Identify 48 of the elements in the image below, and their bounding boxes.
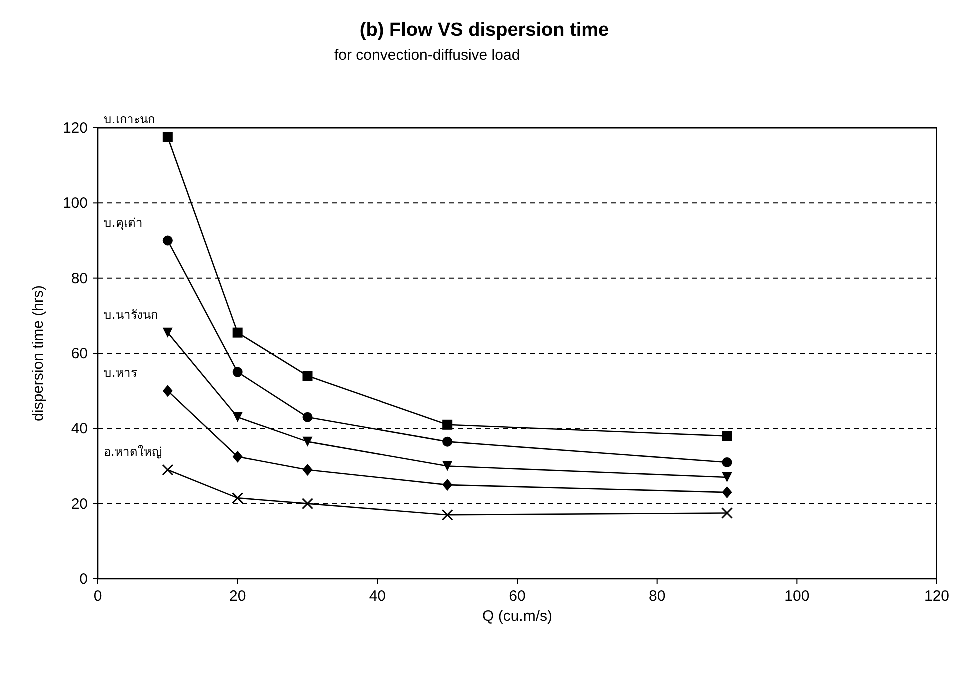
y-tick-label: 120: [62, 120, 88, 137]
point: [232, 492, 244, 504]
y-tick-label: 40: [71, 420, 88, 438]
point: [162, 385, 173, 398]
y-tick-label: 80: [71, 270, 88, 288]
y-tick-label: 0: [80, 571, 88, 588]
point: [232, 412, 243, 422]
point: [722, 507, 733, 519]
series-label: อ.หาดใหญ่: [104, 445, 162, 460]
point: [162, 464, 174, 476]
chart-subtitle: for convection-diffusive load: [334, 47, 520, 64]
series-label: บ.เกาะนก: [104, 112, 155, 126]
x-tick-label: 120: [924, 588, 950, 605]
chart-title: (b) Flow VS dispersion time: [360, 20, 610, 41]
point: [722, 486, 732, 499]
point: [442, 479, 453, 492]
series-label: บ.คุเต่า: [104, 216, 143, 231]
point: [302, 498, 314, 510]
point: [442, 509, 454, 521]
x-tick-label: 60: [509, 588, 526, 605]
point: [722, 457, 732, 468]
x-tick-label: 0: [94, 588, 102, 605]
y-axis-title: dispersion time (hrs): [30, 286, 47, 422]
point: [232, 328, 243, 338]
text: บ.หาร: [104, 366, 138, 380]
x-tick-label: 40: [369, 588, 386, 605]
x-axis-title: Q (cu.m/s): [482, 608, 552, 625]
x-tick-label: 80: [648, 588, 666, 605]
point: [162, 328, 173, 338]
point: [722, 431, 732, 442]
y-tick-label: 20: [71, 496, 88, 513]
point: [302, 412, 313, 422]
point: [442, 420, 453, 430]
point: [302, 436, 313, 447]
point: [232, 450, 243, 463]
point: [302, 464, 313, 476]
x-tick-label: 20: [229, 588, 246, 605]
point: [442, 461, 453, 472]
x-tick-label: 100: [784, 588, 810, 605]
point: [162, 132, 173, 142]
point: [442, 436, 453, 447]
point: [722, 472, 732, 483]
point: [162, 236, 173, 246]
series-label: บ.นารังนก: [104, 308, 158, 322]
point: [232, 367, 243, 378]
point: [302, 371, 313, 382]
y-tick-label: 100: [62, 195, 88, 212]
y-tick-label: 60: [71, 346, 88, 362]
